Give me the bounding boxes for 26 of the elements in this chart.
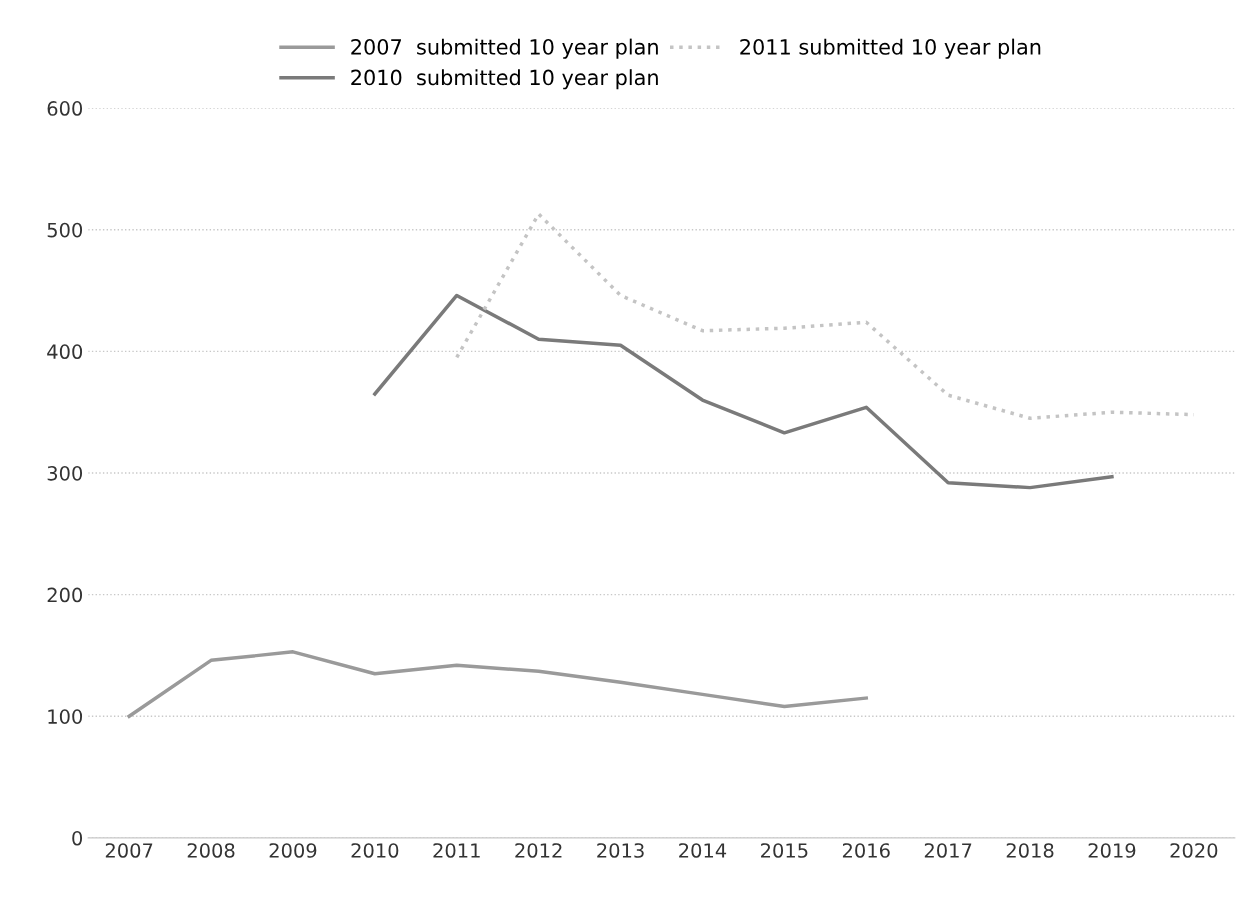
y-tick-label: 500 [47, 222, 83, 238]
line-series [127, 650, 868, 719]
legend-label: 2011 submitted 10 year plan [740, 38, 1041, 59]
x-tick-label: 2013 [597, 843, 644, 858]
legend-label: 2010 submitted 10 year plan [351, 69, 658, 90]
x-tick-label: 2018 [1006, 843, 1054, 858]
x-tick-label: 2007 [105, 843, 153, 858]
y-tick-label: 600 [47, 101, 83, 116]
y-tick-label: 400 [47, 344, 83, 360]
x-tick-label: 2012 [515, 843, 562, 858]
y-tick-label: 100 [48, 709, 83, 724]
y-tick-label: 0 [72, 830, 83, 846]
x-tick-label: 2010 [351, 843, 399, 858]
x-tick-label: 2009 [269, 843, 317, 858]
x-tick-label: 2014 [679, 843, 727, 858]
y-tick-label: 200 [47, 587, 83, 603]
x-tick-label: 2016 [842, 843, 890, 858]
x-tick-label: 2020 [1170, 843, 1218, 858]
x-tick-label: 2011 [433, 843, 480, 858]
y-tick-label: 300 [47, 465, 83, 481]
line-series [373, 293, 1114, 490]
x-tick-label: 2017 [924, 843, 972, 858]
x-tick-label: 2008 [187, 843, 235, 858]
x-tick-label: 2019 [1088, 843, 1136, 858]
legend-label: 2007 submitted 10 year plan [351, 38, 658, 59]
x-tick-label: 2015 [761, 843, 808, 858]
